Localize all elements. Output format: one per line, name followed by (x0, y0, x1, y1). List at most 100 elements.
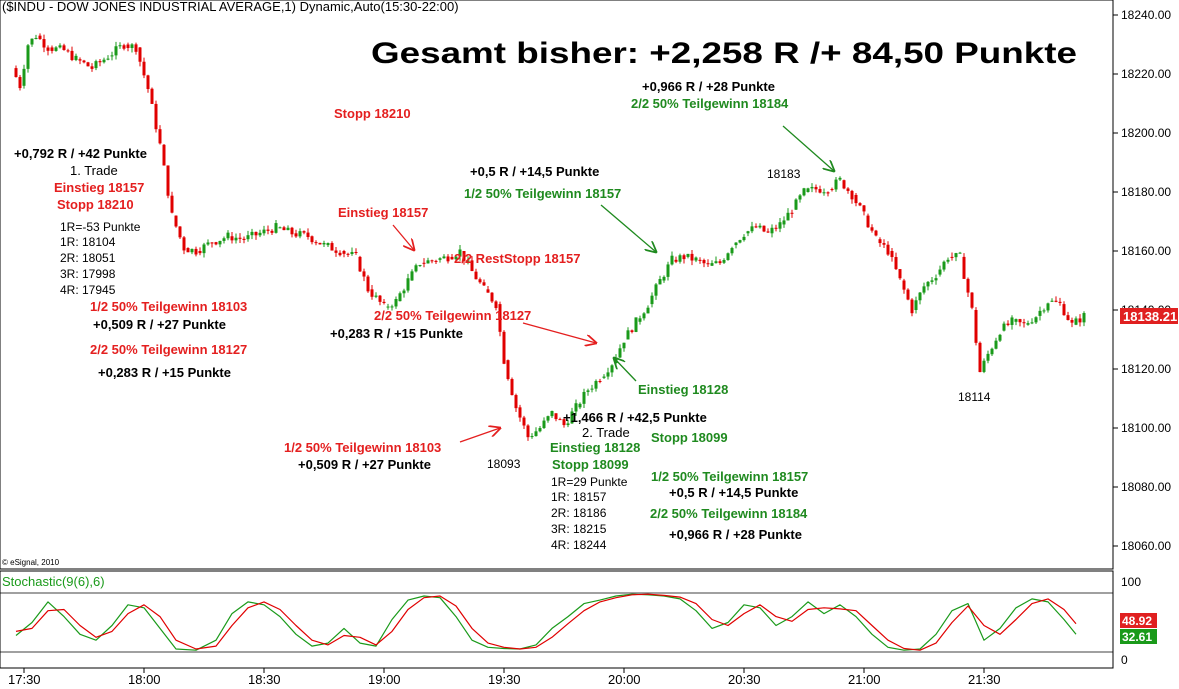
candle-body (530, 436, 534, 438)
candle-body (678, 255, 682, 262)
candle-body (454, 256, 458, 260)
candle-body (90, 66, 94, 69)
candle-body (334, 250, 338, 253)
candle-body (178, 226, 182, 238)
y-tick-label: 18180.00 (1121, 185, 1171, 199)
candle-body (974, 310, 978, 343)
candle-body (146, 75, 150, 90)
candle-body (802, 188, 806, 196)
candle-body (826, 192, 830, 194)
candle-body (846, 188, 850, 191)
candle-body (282, 227, 286, 231)
candle-body (514, 395, 518, 409)
candle-body (770, 227, 774, 234)
candle-body (254, 231, 258, 236)
candle-body (1046, 303, 1050, 311)
candle-body (810, 186, 814, 189)
candle-body (1034, 317, 1038, 323)
candle-body (370, 289, 374, 297)
stochastic-line-d (15, 593, 1077, 651)
candle-body (850, 190, 854, 200)
y-tick-label: 18080.00 (1121, 480, 1171, 494)
candle-body (602, 376, 606, 378)
candle-body (42, 39, 46, 48)
candle-body (710, 263, 714, 266)
candle-body (1022, 322, 1026, 324)
candle-body (954, 253, 958, 258)
candle-body (898, 269, 902, 279)
annotation-text: Stopp 18099 (552, 457, 629, 472)
candle-body (578, 403, 582, 408)
candle-body (482, 282, 486, 286)
annotations: +0,792 R / +42 Punkte 1. Trade Einstieg … (14, 79, 991, 552)
candle-body (1058, 301, 1062, 303)
chart-title: ($INDU - DOW JONES INDUSTRIAL AVERAGE,1)… (2, 0, 459, 14)
candle-body (702, 260, 706, 264)
candle-body (598, 380, 602, 382)
candle-body (1026, 323, 1030, 325)
y-tick-label: 18060.00 (1121, 539, 1171, 553)
candle-body (570, 411, 574, 424)
candle-body (1074, 318, 1078, 325)
candle-body (494, 301, 498, 309)
candle-body (554, 413, 558, 420)
candle-body (638, 318, 642, 322)
annotation-text: 3R: 18215 (551, 522, 607, 536)
candle-body (1082, 313, 1086, 323)
candle-body (878, 239, 882, 244)
annotation-text: 18114 (958, 390, 991, 404)
candle-body (366, 276, 370, 292)
candle-body (642, 313, 646, 319)
candle-body (538, 428, 542, 432)
y-tick-label: 18120.00 (1121, 362, 1171, 376)
candle-body (510, 379, 514, 396)
x-tick-label: 18:30 (248, 672, 281, 687)
candle-body (798, 195, 802, 200)
candle-body (966, 278, 970, 293)
candle-body (926, 281, 930, 287)
candle-body (230, 236, 234, 241)
candle-body (50, 47, 54, 51)
time-axis: 17:30 18:00 18:30 19:00 19:30 20:00 20:30 21:00… (8, 668, 1001, 687)
candle-body (474, 271, 478, 280)
stoch-tick-100: 100 (1121, 575, 1141, 589)
annotation-text: 2/2 50% Teilgewinn 18184 (650, 506, 808, 521)
y-tick-label: 18200.00 (1121, 126, 1171, 140)
stoch-k-value: 32.61 (1122, 630, 1152, 644)
copyright-label: © eSignal, 2010 (2, 558, 60, 567)
candle-body (414, 265, 418, 272)
candle-body (182, 237, 186, 251)
candle-body (934, 278, 938, 281)
candle-body (310, 236, 314, 243)
candle-body (394, 298, 398, 307)
candle-body (902, 280, 906, 290)
candle-body (1010, 317, 1014, 325)
candle-body (566, 423, 570, 426)
candle-body (990, 348, 994, 355)
candle-body (466, 260, 470, 262)
candle-body (82, 60, 86, 63)
candle-body (1002, 323, 1006, 331)
candle-body (518, 407, 522, 418)
annotation-text: +0,283 R / +15 Punkte (330, 326, 463, 341)
candle-body (78, 59, 82, 61)
candle-body (822, 192, 826, 194)
annotation-text: Einstieg 18157 (54, 180, 144, 195)
candle-body (410, 271, 414, 281)
candle-body (1062, 304, 1066, 316)
candle-body (450, 256, 454, 260)
candle-body (462, 251, 466, 261)
candle-body (922, 286, 926, 293)
y-tick-label: 18220.00 (1121, 67, 1171, 81)
candle-body (690, 253, 694, 261)
candle-body (314, 242, 318, 244)
candle-body (738, 240, 742, 243)
candle-body (774, 227, 778, 229)
annotation-text: 1R: 18104 (60, 235, 116, 249)
candle-body (438, 258, 442, 260)
candle-body (118, 45, 122, 47)
candle-body (894, 257, 898, 270)
candle-body (266, 229, 270, 231)
candle-body (110, 55, 114, 57)
candle-body (186, 248, 190, 253)
